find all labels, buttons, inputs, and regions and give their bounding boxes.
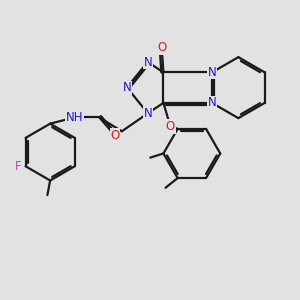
Text: O: O [157, 41, 166, 54]
Text: N: N [123, 81, 131, 94]
Text: N: N [143, 56, 152, 68]
Text: O: O [110, 129, 120, 142]
Text: F: F [15, 160, 21, 173]
Text: O: O [166, 120, 175, 133]
Text: NH: NH [66, 111, 83, 124]
Text: N: N [143, 107, 152, 120]
Text: N: N [208, 96, 216, 110]
Text: N: N [208, 66, 216, 79]
